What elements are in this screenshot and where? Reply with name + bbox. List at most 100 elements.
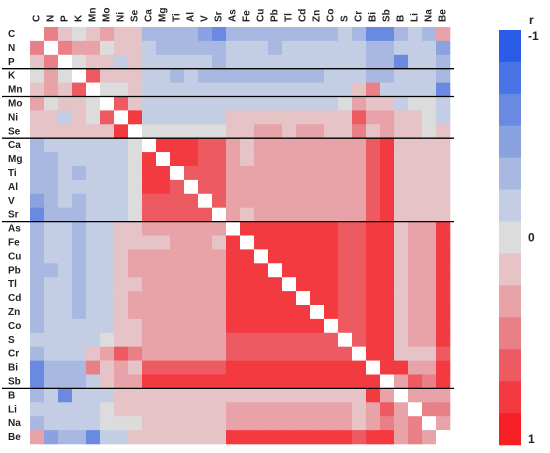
heatmap-cell-Se-Mn <box>86 124 101 139</box>
heatmap-cell-V-C <box>30 193 45 208</box>
heatmap-cell-N-Be <box>436 40 451 56</box>
heatmap-cell-Cd-Tl <box>282 291 297 306</box>
heatmap-cell-Co-Sr <box>212 318 227 334</box>
heatmap-cell-As-Al <box>184 221 199 236</box>
heatmap-cell-N-Li <box>408 40 423 56</box>
heatmap-cell-As-Na <box>422 221 437 236</box>
heatmap-cell-Cu-Cr <box>352 249 367 264</box>
heatmap-cell-Ca-Tl <box>282 138 297 153</box>
heatmap-cell-Mn-Mn <box>86 82 101 97</box>
heatmap-cell-Cd-V <box>198 291 213 306</box>
heatmap-cell-Se-Sb <box>380 124 395 139</box>
heatmap-cell-Li-As <box>226 402 241 417</box>
heatmap-cell-Be-Cr <box>352 430 367 445</box>
heatmap-cell-V-Li <box>408 193 423 208</box>
heatmap-cell-Ca-Li <box>408 138 423 153</box>
heatmap-cell-N-Cu <box>254 40 269 56</box>
colorbar-segment <box>499 349 521 382</box>
heatmap-cell-N-Mg <box>156 40 171 56</box>
heatmap-cell-C-Fe <box>240 27 255 42</box>
heatmap-cell-K-Mn <box>86 68 101 83</box>
heatmap-cell-Cd-Fe <box>240 291 255 306</box>
heatmap-cell-Ca-B <box>394 138 409 153</box>
heatmap-cell-Mo-Sb <box>380 96 395 111</box>
heatmap-cell-P-Pb <box>268 54 283 69</box>
heatmap-cell-Co-Na <box>422 318 437 334</box>
heatmap-cell-V-As <box>226 193 241 208</box>
heatmap-cell-Zn-V <box>198 305 213 320</box>
heatmap-cell-Pb-As <box>226 263 241 278</box>
heatmap-cell-V-Zn <box>310 193 325 208</box>
heatmap-cell-Ti-Zn <box>310 166 325 181</box>
heatmap-cell-S-Cu <box>254 332 269 347</box>
heatmap-cell-Al-As <box>226 179 241 195</box>
heatmap-cell-Mn-Sb <box>380 82 395 97</box>
heatmap-cell-Be-Ca <box>142 430 157 445</box>
heatmap-cell-Zn-Ca <box>142 305 157 320</box>
heatmap-cell-Cu-Sr <box>212 249 227 264</box>
heatmap-cell-Tl-Pb <box>268 277 283 292</box>
heatmap-cell-Ca-Cr <box>352 138 367 153</box>
heatmap-cell-Na-Mg <box>156 416 171 431</box>
heatmap-cell-Al-N <box>44 179 59 195</box>
heatmap-cell-Be-Fe <box>240 430 255 445</box>
heatmap-cell-Sb-Bi <box>366 374 381 389</box>
heatmap-cell-As-As <box>226 221 241 236</box>
heatmap-cell-Sr-Se <box>128 207 143 222</box>
heatmap-cell-Cr-Co <box>324 346 339 361</box>
col-label-Pb: Pb <box>270 9 281 22</box>
heatmap-cell-Bi-Al <box>184 360 199 375</box>
heatmap-cell-Pb-Mo <box>100 263 115 278</box>
heatmap-cell-P-Mo <box>100 54 115 69</box>
heatmap-cell-Cr-Cd <box>296 346 311 361</box>
heatmap-cell-Al-Na <box>422 179 437 195</box>
heatmap-cell-Sr-Al <box>184 207 199 222</box>
heatmap-cell-S-Tl <box>282 332 297 347</box>
heatmap-cell-Mo-As <box>226 96 241 111</box>
heatmap-cell-P-Li <box>408 54 423 69</box>
column-labels: C N P K Mn Mo Ni Se Ca Mg Ti Al V Sr As Fe Cu Pb Tl Cd Zn Co S… <box>32 8 449 22</box>
heatmap-cell-V-Bi <box>366 193 381 208</box>
heatmap-cell-Sb-C <box>30 374 45 389</box>
heatmap-cell-Mo-Mg <box>156 96 171 111</box>
heatmap-cell-Mn-Ca <box>142 82 157 97</box>
heatmap-cell-Li-Ni <box>114 402 129 417</box>
heatmap-cell-Ca-C <box>30 138 45 153</box>
heatmap-cell-P-Cr <box>352 54 367 69</box>
heatmap-cell-Tl-As <box>226 277 241 292</box>
heatmap-cell-Mo-P <box>58 96 73 111</box>
heatmap-cell-Mo-Zn <box>310 96 325 111</box>
heatmap-cell-As-Ti <box>170 221 185 236</box>
heatmap-cell-Pb-Cd <box>296 263 311 278</box>
heatmap-cell-Na-B <box>394 416 409 431</box>
heatmap-cell-Mg-As <box>226 152 241 167</box>
heatmap-cell-Al-Cr <box>352 179 367 195</box>
heatmap-cell-Cr-V <box>198 346 213 361</box>
heatmap-cell-Se-C <box>30 124 45 139</box>
heatmap-cell-Li-Sb <box>380 402 395 417</box>
heatmap-cell-Cd-Se <box>128 291 143 306</box>
heatmap-cell-Pb-Tl <box>282 263 297 278</box>
heatmap-cell-Mo-Li <box>408 96 423 111</box>
heatmap-cell-Zn-Sb <box>380 305 395 320</box>
heatmap-cell-V-Ti <box>170 193 185 208</box>
heatmap-cell-B-Al <box>184 388 199 403</box>
heatmap-cell-Co-S <box>338 318 353 334</box>
col-label-S: S <box>340 15 351 22</box>
heatmap-cell-Ca-P <box>58 138 73 153</box>
heatmap-cell-Cr-Mn <box>86 346 101 361</box>
heatmap-cell-Mo-Bi <box>366 96 381 111</box>
heatmap-cell-B-Mn <box>86 388 101 403</box>
heatmap-cell-Ni-Li <box>408 110 423 125</box>
heatmap-cell-Cd-B <box>394 291 409 306</box>
heatmap-cell-Pb-Bi <box>366 263 381 278</box>
row-label-Zn: Zn <box>8 307 20 318</box>
heatmap-cell-Cr-N <box>44 346 59 361</box>
heatmap-cell-As-Zn <box>310 221 325 236</box>
heatmap-cell-Cd-Ni <box>114 291 129 306</box>
row-label-Pb: Pb <box>8 265 21 276</box>
heatmap-cell-Cd-S <box>338 291 353 306</box>
heatmap-cell-Se-Ca <box>142 124 157 139</box>
heatmap-cell-Be-S <box>338 430 353 445</box>
heatmap-cell-Bi-Sr <box>212 360 227 375</box>
